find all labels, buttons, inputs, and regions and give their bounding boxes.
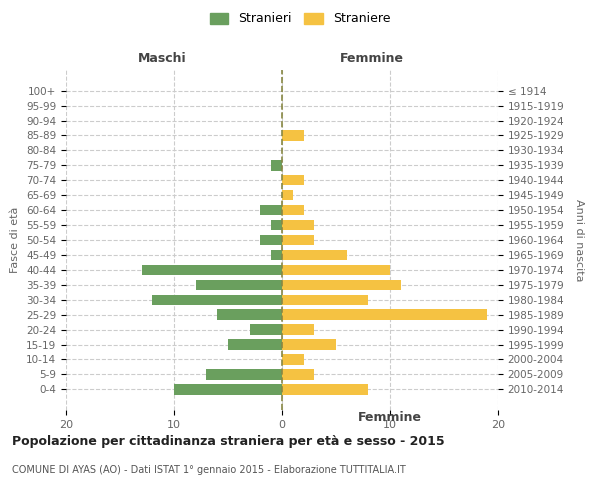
Bar bbox=[282, 354, 304, 364]
Bar bbox=[282, 220, 314, 230]
Bar bbox=[282, 130, 304, 140]
Bar bbox=[142, 264, 282, 275]
Bar bbox=[282, 190, 293, 200]
Bar bbox=[282, 369, 314, 380]
Bar bbox=[282, 235, 314, 245]
Text: Femmine: Femmine bbox=[358, 410, 422, 424]
Bar bbox=[217, 310, 282, 320]
Bar bbox=[250, 324, 282, 335]
Bar bbox=[206, 369, 282, 380]
Legend: Stranieri, Straniere: Stranieri, Straniere bbox=[206, 8, 394, 29]
Text: COMUNE DI AYAS (AO) - Dati ISTAT 1° gennaio 2015 - Elaborazione TUTTITALIA.IT: COMUNE DI AYAS (AO) - Dati ISTAT 1° genn… bbox=[12, 465, 406, 475]
Bar bbox=[228, 340, 282, 349]
Bar bbox=[271, 220, 282, 230]
Bar bbox=[282, 340, 336, 349]
Bar bbox=[174, 384, 282, 394]
Bar bbox=[282, 250, 347, 260]
Text: Maschi: Maschi bbox=[137, 52, 187, 65]
Bar bbox=[282, 310, 487, 320]
Bar bbox=[282, 175, 304, 186]
Bar bbox=[196, 280, 282, 290]
Bar bbox=[282, 280, 401, 290]
Text: Femmine: Femmine bbox=[340, 52, 404, 65]
Bar bbox=[152, 294, 282, 305]
Y-axis label: Anni di nascita: Anni di nascita bbox=[574, 198, 584, 281]
Bar bbox=[282, 384, 368, 394]
Y-axis label: Fasce di età: Fasce di età bbox=[10, 207, 20, 273]
Bar bbox=[260, 235, 282, 245]
Bar bbox=[282, 205, 304, 216]
Bar bbox=[260, 205, 282, 216]
Bar bbox=[282, 324, 314, 335]
Bar bbox=[282, 264, 390, 275]
Bar bbox=[282, 294, 368, 305]
Bar bbox=[271, 160, 282, 170]
Text: Popolazione per cittadinanza straniera per età e sesso - 2015: Popolazione per cittadinanza straniera p… bbox=[12, 435, 445, 448]
Bar bbox=[271, 250, 282, 260]
